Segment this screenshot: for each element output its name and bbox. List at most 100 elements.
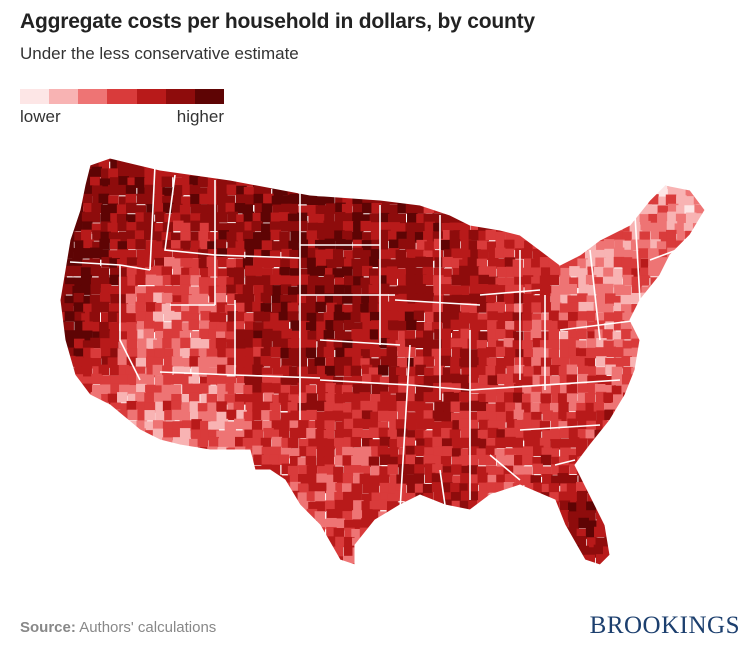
county-cell <box>702 574 713 585</box>
county-cell <box>506 419 517 430</box>
county-cell <box>287 302 299 313</box>
county-cell <box>353 500 364 511</box>
county-cell <box>287 311 299 322</box>
county-cell <box>704 267 705 279</box>
state-border-line <box>319 339 401 346</box>
county-cell <box>378 158 390 160</box>
county-cell <box>99 430 110 441</box>
county-cell <box>404 311 416 323</box>
county-cell <box>631 383 642 394</box>
county-cell <box>522 340 533 351</box>
county-cell <box>297 159 308 170</box>
county-cell <box>323 563 335 565</box>
county-cell <box>622 517 634 529</box>
county-cell <box>343 250 355 261</box>
county-cell <box>297 232 309 243</box>
county-cell <box>307 247 319 259</box>
county-cell <box>703 196 705 207</box>
county-cell <box>548 554 560 565</box>
county-cell <box>333 284 345 296</box>
county-cell <box>379 204 390 216</box>
county-cell <box>289 511 301 522</box>
county-cell <box>386 509 398 521</box>
county-cell <box>118 572 128 583</box>
county-cell <box>539 275 551 287</box>
county-cell <box>522 376 534 387</box>
county-cell <box>126 482 137 494</box>
county-cell <box>685 283 696 295</box>
county-cell <box>82 536 94 548</box>
county-cell <box>252 438 264 449</box>
county-cell <box>251 169 263 180</box>
county-cell <box>216 538 227 549</box>
county-cell <box>243 464 254 476</box>
county-cell <box>622 447 633 459</box>
county-cell <box>539 529 551 540</box>
county-cell <box>676 384 687 396</box>
county-cell <box>126 257 138 268</box>
county-cell <box>522 545 533 557</box>
county-cell <box>279 572 290 583</box>
county-cell <box>488 573 499 584</box>
county-cell <box>416 321 427 333</box>
county-cell <box>164 257 175 268</box>
county-cell <box>477 167 489 179</box>
county-cell <box>495 346 507 358</box>
county-cell <box>468 375 479 387</box>
county-cell <box>568 302 579 314</box>
county-cell <box>60 338 65 349</box>
county-cell <box>559 500 571 511</box>
county-cell <box>523 446 534 457</box>
county-cell <box>307 205 318 216</box>
county-cell <box>245 248 256 259</box>
county-cell <box>181 572 192 583</box>
county-cell <box>380 556 391 565</box>
county-cell <box>674 492 686 504</box>
county-cell <box>587 382 598 394</box>
county-cell <box>334 499 346 511</box>
county-cell <box>116 204 128 215</box>
county-cell <box>116 158 128 170</box>
county-cell <box>523 348 534 360</box>
county-cell <box>398 238 409 250</box>
county-cell <box>449 239 461 250</box>
county-cell <box>621 463 633 475</box>
county-cell <box>270 491 282 503</box>
county-cell <box>163 428 174 440</box>
county-cell <box>443 159 454 170</box>
county-cell <box>569 277 580 288</box>
county-cell <box>261 338 272 350</box>
county-cell <box>235 348 247 359</box>
county-cell <box>703 176 705 187</box>
county-cell <box>532 573 543 584</box>
county-cell <box>261 311 273 323</box>
legend-low-label: lower <box>20 107 61 126</box>
county-cell <box>107 203 119 215</box>
county-cell <box>422 257 434 268</box>
county-cell <box>576 167 588 179</box>
county-cell <box>487 276 498 288</box>
county-cell <box>361 364 373 376</box>
county-cell <box>559 553 571 565</box>
county-cell <box>416 438 427 449</box>
county-cell <box>226 184 238 196</box>
county-cell <box>605 346 616 358</box>
county-cell <box>504 392 515 403</box>
county-cell <box>64 347 76 359</box>
county-cell <box>218 528 229 539</box>
county-cell <box>603 392 614 404</box>
county-cell <box>478 266 489 278</box>
county-cell <box>101 394 112 405</box>
county-cell <box>440 348 452 359</box>
county-cell <box>666 292 677 304</box>
county-cell <box>378 283 390 295</box>
county-cell <box>683 493 695 504</box>
county-cell <box>389 438 400 450</box>
county-cell <box>397 563 408 565</box>
county-cell <box>541 203 552 214</box>
county-cell <box>380 535 391 547</box>
county-cell <box>486 241 498 252</box>
county-cell <box>369 329 381 340</box>
county-cell <box>395 367 407 378</box>
county-cell <box>432 436 443 448</box>
